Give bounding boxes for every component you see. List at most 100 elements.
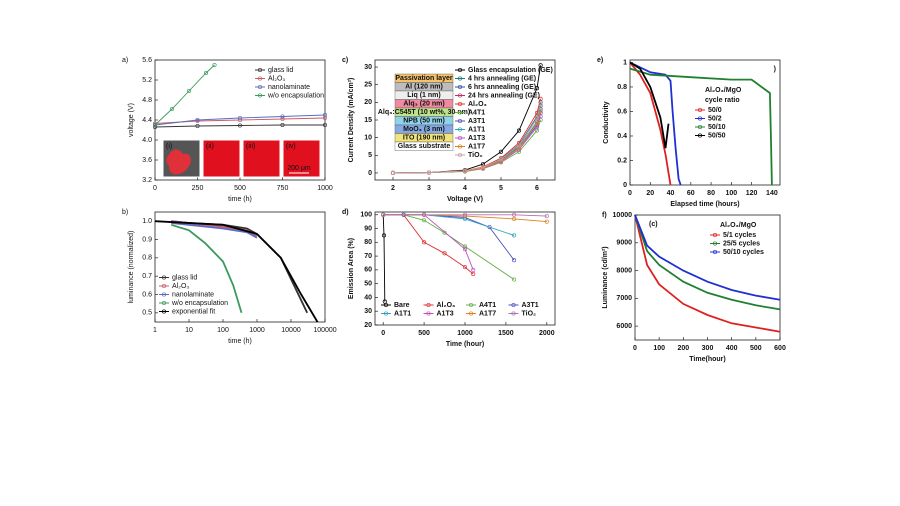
- legend-label: 50/0: [708, 107, 722, 114]
- series-marker: [480, 165, 486, 170]
- legend-symbol: [257, 93, 263, 98]
- legend-symbol: [457, 101, 463, 107]
- legend-label: 50/10: [708, 124, 726, 131]
- legend-label: Glass encapsulation (GE): [468, 67, 553, 74]
- legend-title: Al₂O₃/MgO: [705, 87, 742, 94]
- series-line: [634, 214, 781, 301]
- series-marker: [322, 115, 328, 121]
- series-marker: [390, 170, 396, 175]
- legend-symbol: [161, 292, 167, 297]
- y-axis-label: Conductivity: [603, 101, 610, 143]
- legend-title: cycle ratio: [705, 97, 740, 104]
- legend-label: 50/50: [708, 132, 726, 139]
- legend-label: 4 hrs annealing (GE): [468, 75, 536, 82]
- legend-symbol: [697, 133, 703, 138]
- legend-label: A1T1: [468, 126, 485, 133]
- series-marker: [462, 212, 468, 217]
- legend-symbol: [161, 300, 167, 306]
- y-tick-label: 0.8: [617, 84, 627, 91]
- legend-symbol: [468, 302, 474, 308]
- x-tick-label: 1000: [457, 330, 473, 337]
- legend-symbol: [457, 135, 463, 141]
- x-tick-label: 0: [381, 330, 385, 337]
- y-tick-label: 7000: [616, 295, 632, 302]
- legend-symbol: [426, 302, 431, 308]
- legend-symbol: [161, 283, 167, 289]
- series-marker: [212, 62, 217, 68]
- series-marker: [512, 216, 517, 221]
- stack-layer-label: NPB (50 nm): [403, 118, 445, 125]
- y-tick-label: 4.0: [142, 137, 152, 144]
- legend-label: w/o encapsulation: [171, 300, 228, 307]
- panel: d) 0 500 1000 1500 2000 20 30 40 50 60 70 80 90 100 Tim…: [342, 209, 556, 348]
- x-tick-label: 20: [646, 190, 654, 197]
- series-marker: [471, 267, 476, 272]
- x-tick-label: 100: [217, 327, 229, 334]
- legend-symbol: [457, 144, 463, 149]
- series-marker: [462, 265, 468, 270]
- x-tick-label: 200: [677, 345, 689, 352]
- legend-symbol: [457, 67, 463, 73]
- series-marker: [195, 117, 200, 123]
- x-tick-label: 40: [667, 190, 675, 197]
- series-marker: [195, 123, 200, 129]
- y-tick-label: 60: [364, 267, 372, 274]
- series-marker: [442, 251, 447, 256]
- legend-label: A3T1: [468, 118, 485, 125]
- legend-label: A3T1: [522, 302, 539, 309]
- legend-label: Bare: [394, 302, 410, 309]
- y-tick-label: 0.2: [617, 157, 627, 164]
- legend-label: 50/10 cycles: [723, 249, 764, 256]
- legend-symbol: [511, 302, 516, 308]
- stack-layer-label: Al (120 nm): [405, 84, 443, 91]
- y-tick-label: 10: [364, 134, 372, 141]
- y-tick-label: 5.2: [142, 77, 152, 84]
- y-tick-label: 40: [364, 294, 372, 301]
- series-marker: [516, 143, 522, 148]
- legend-symbol: [511, 311, 516, 316]
- x-axis-label: Time(hour): [689, 356, 725, 363]
- series-line: [634, 214, 781, 311]
- series-marker: [186, 88, 192, 94]
- legend-label: glass lid: [268, 67, 293, 74]
- y-axis-label: Luminance (cd/m²): [602, 246, 609, 308]
- y-tick-label: 20: [364, 322, 372, 329]
- legend-symbol: [712, 232, 718, 238]
- x-tick-label: 10: [185, 327, 193, 334]
- x-tick-label: 80: [707, 190, 715, 197]
- series-marker: [462, 168, 468, 173]
- stack-layer-label: Glass substrate: [398, 143, 451, 150]
- y-tick-label: 100: [360, 212, 372, 219]
- legend-symbol: [712, 249, 718, 255]
- series-marker: [381, 233, 387, 238]
- series-marker: [462, 216, 468, 221]
- x-tick-label: 1000: [317, 185, 333, 192]
- series-marker: [280, 116, 285, 122]
- series-marker: [538, 102, 543, 107]
- legend-label: TiO₂: [522, 310, 537, 317]
- x-axis-label: time (h): [228, 196, 252, 203]
- series-line: [154, 114, 326, 126]
- x-tick-label: 0: [628, 190, 632, 197]
- series-marker: [422, 212, 427, 217]
- legend-label: glass lid: [172, 274, 197, 281]
- stack-layer: [394, 141, 454, 151]
- y-tick-label: 1.0: [142, 218, 152, 225]
- y-tick-label: 20: [364, 99, 372, 106]
- y-tick-label: 15: [364, 117, 372, 124]
- stack-layer-label: Passivation layer: [395, 75, 452, 82]
- y-tick-label: 4.4: [142, 117, 152, 124]
- inset-image: [242, 139, 281, 178]
- y-tick-label: 1: [623, 59, 627, 66]
- legend-label: A1T7: [479, 310, 496, 317]
- x-tick-label: 140: [766, 190, 778, 197]
- legend-symbol: [457, 76, 463, 81]
- x-tick-label: 6: [535, 185, 539, 192]
- series-marker: [498, 157, 504, 162]
- y-axis-label: luminance (normalized): [128, 231, 135, 304]
- x-tick-label: 10000: [281, 327, 301, 334]
- panel-label: d): [342, 209, 349, 216]
- y-tick-label: 50: [364, 281, 372, 288]
- y-tick-label: 30: [364, 308, 372, 315]
- legend-label: nanolaminate: [172, 291, 214, 298]
